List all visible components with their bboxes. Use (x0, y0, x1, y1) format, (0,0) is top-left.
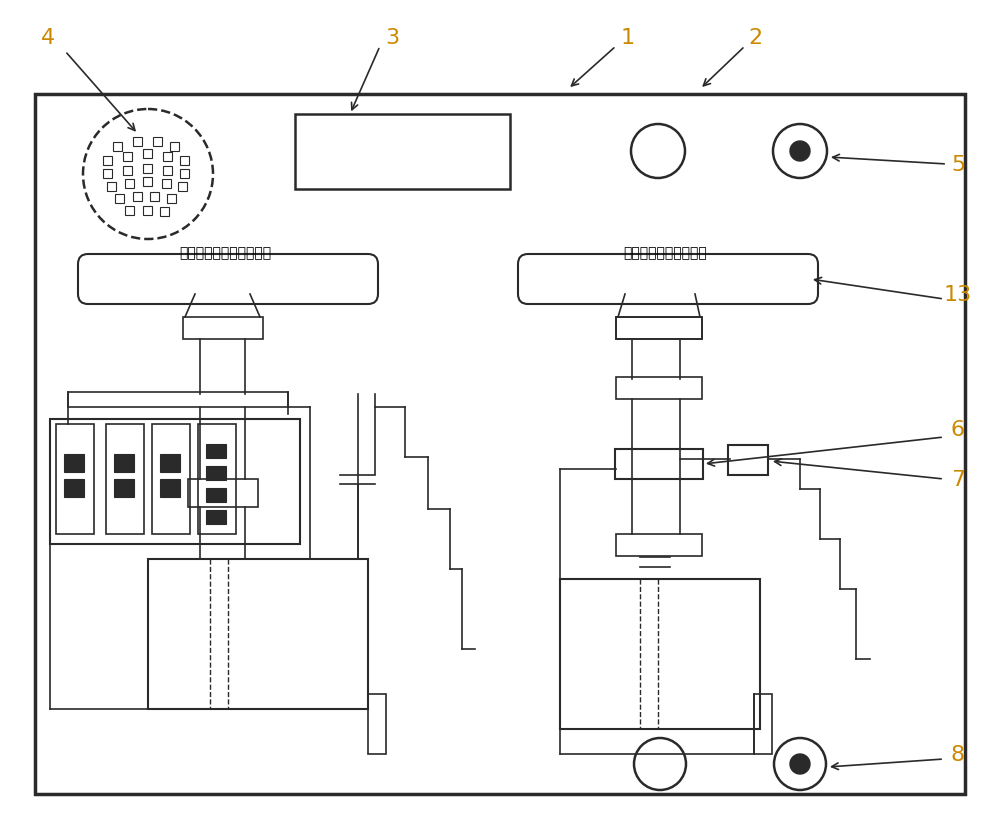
Bar (148, 559, 368, 709)
Bar (183, 318, 263, 340)
Bar (198, 424, 236, 534)
Bar (143, 178, 152, 187)
Bar (180, 157, 189, 165)
Bar (143, 165, 152, 174)
Bar (150, 193, 159, 202)
Bar (162, 179, 171, 189)
Bar (133, 193, 142, 202)
Text: 13: 13 (944, 284, 972, 304)
Bar (64, 480, 84, 497)
Bar (160, 455, 180, 472)
FancyBboxPatch shape (518, 255, 818, 304)
Bar (295, 115, 510, 189)
Bar (50, 419, 300, 544)
Text: 8: 8 (951, 744, 965, 764)
Bar (143, 150, 152, 159)
Bar (178, 183, 187, 192)
Bar (206, 466, 226, 480)
Bar (167, 195, 176, 203)
Bar (206, 444, 226, 458)
Bar (188, 480, 258, 508)
Bar (125, 207, 134, 216)
Bar (206, 489, 226, 502)
Bar (206, 510, 226, 524)
Bar (64, 455, 84, 472)
Bar (163, 153, 172, 162)
Bar (163, 167, 172, 176)
Bar (616, 318, 702, 340)
Text: 6: 6 (951, 419, 965, 439)
Bar (368, 694, 386, 754)
Text: 4: 4 (41, 28, 55, 48)
Text: 3: 3 (385, 28, 399, 48)
Bar (68, 393, 288, 408)
Text: 煤气排水器冒煤气处理: 煤气排水器冒煤气处理 (623, 246, 707, 260)
Bar (56, 424, 94, 534)
Bar (123, 167, 132, 176)
Bar (107, 183, 116, 192)
Bar (133, 138, 142, 147)
Bar (170, 143, 179, 152)
Text: 2: 2 (748, 28, 762, 48)
FancyBboxPatch shape (78, 255, 378, 304)
Bar (180, 170, 189, 179)
Bar (106, 424, 144, 534)
Bar (103, 170, 112, 179)
Bar (616, 534, 702, 557)
Bar (123, 153, 132, 162)
Bar (616, 318, 702, 340)
Bar (728, 446, 768, 476)
Bar (113, 143, 122, 152)
Bar (114, 480, 134, 497)
Bar (560, 579, 760, 729)
Bar (160, 208, 169, 217)
Text: 7: 7 (951, 470, 965, 490)
Circle shape (790, 141, 810, 162)
Bar (153, 138, 162, 147)
Bar (114, 455, 134, 472)
Bar (615, 449, 703, 480)
Bar (103, 157, 112, 165)
Bar (616, 378, 702, 399)
Bar (125, 179, 134, 189)
Bar (35, 95, 965, 794)
Circle shape (790, 754, 810, 774)
Text: 5: 5 (951, 155, 965, 174)
Bar (152, 424, 190, 534)
Text: 1: 1 (621, 28, 635, 48)
Bar (160, 480, 180, 497)
Bar (754, 694, 772, 754)
Text: 煤气排水器有效高度确认: 煤气排水器有效高度确认 (179, 246, 271, 260)
Bar (115, 195, 124, 203)
Bar (143, 207, 152, 216)
